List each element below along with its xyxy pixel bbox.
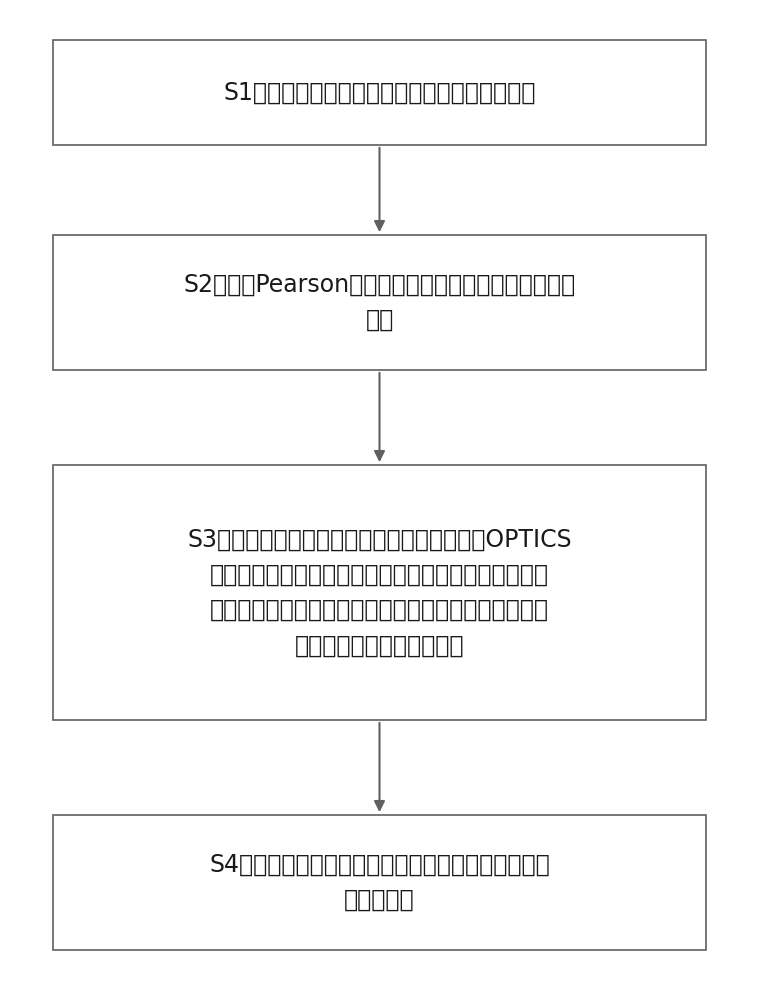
FancyBboxPatch shape	[53, 235, 706, 370]
Text: S3、获取暂降监测数据的同源识别特征，通过OPTICS
算法基于暂降监测数据的同源识别特征进行同源聚类，
输出聚类结果可达图，所述同源识别特征包括暂降监测
数据: S3、获取暂降监测数据的同源识别特征，通过OPTICS 算法基于暂降监测数据的同…	[187, 527, 572, 658]
FancyBboxPatch shape	[53, 465, 706, 720]
FancyBboxPatch shape	[53, 815, 706, 950]
Text: S2、基于Pearson相关系数对暂降监测数据相似度进行
量化: S2、基于Pearson相关系数对暂降监测数据相似度进行 量化	[184, 273, 575, 332]
FancyBboxPatch shape	[53, 40, 706, 145]
Text: S4、基于可达图凹陷数量统计聚类结果簇数，输出同
源识别结果: S4、基于可达图凹陷数量统计聚类结果簇数，输出同 源识别结果	[209, 853, 550, 912]
Text: S1、获取电压暂降监测装置记录的暂降监测数据: S1、获取电压暂降监测装置记录的暂降监测数据	[223, 81, 536, 104]
